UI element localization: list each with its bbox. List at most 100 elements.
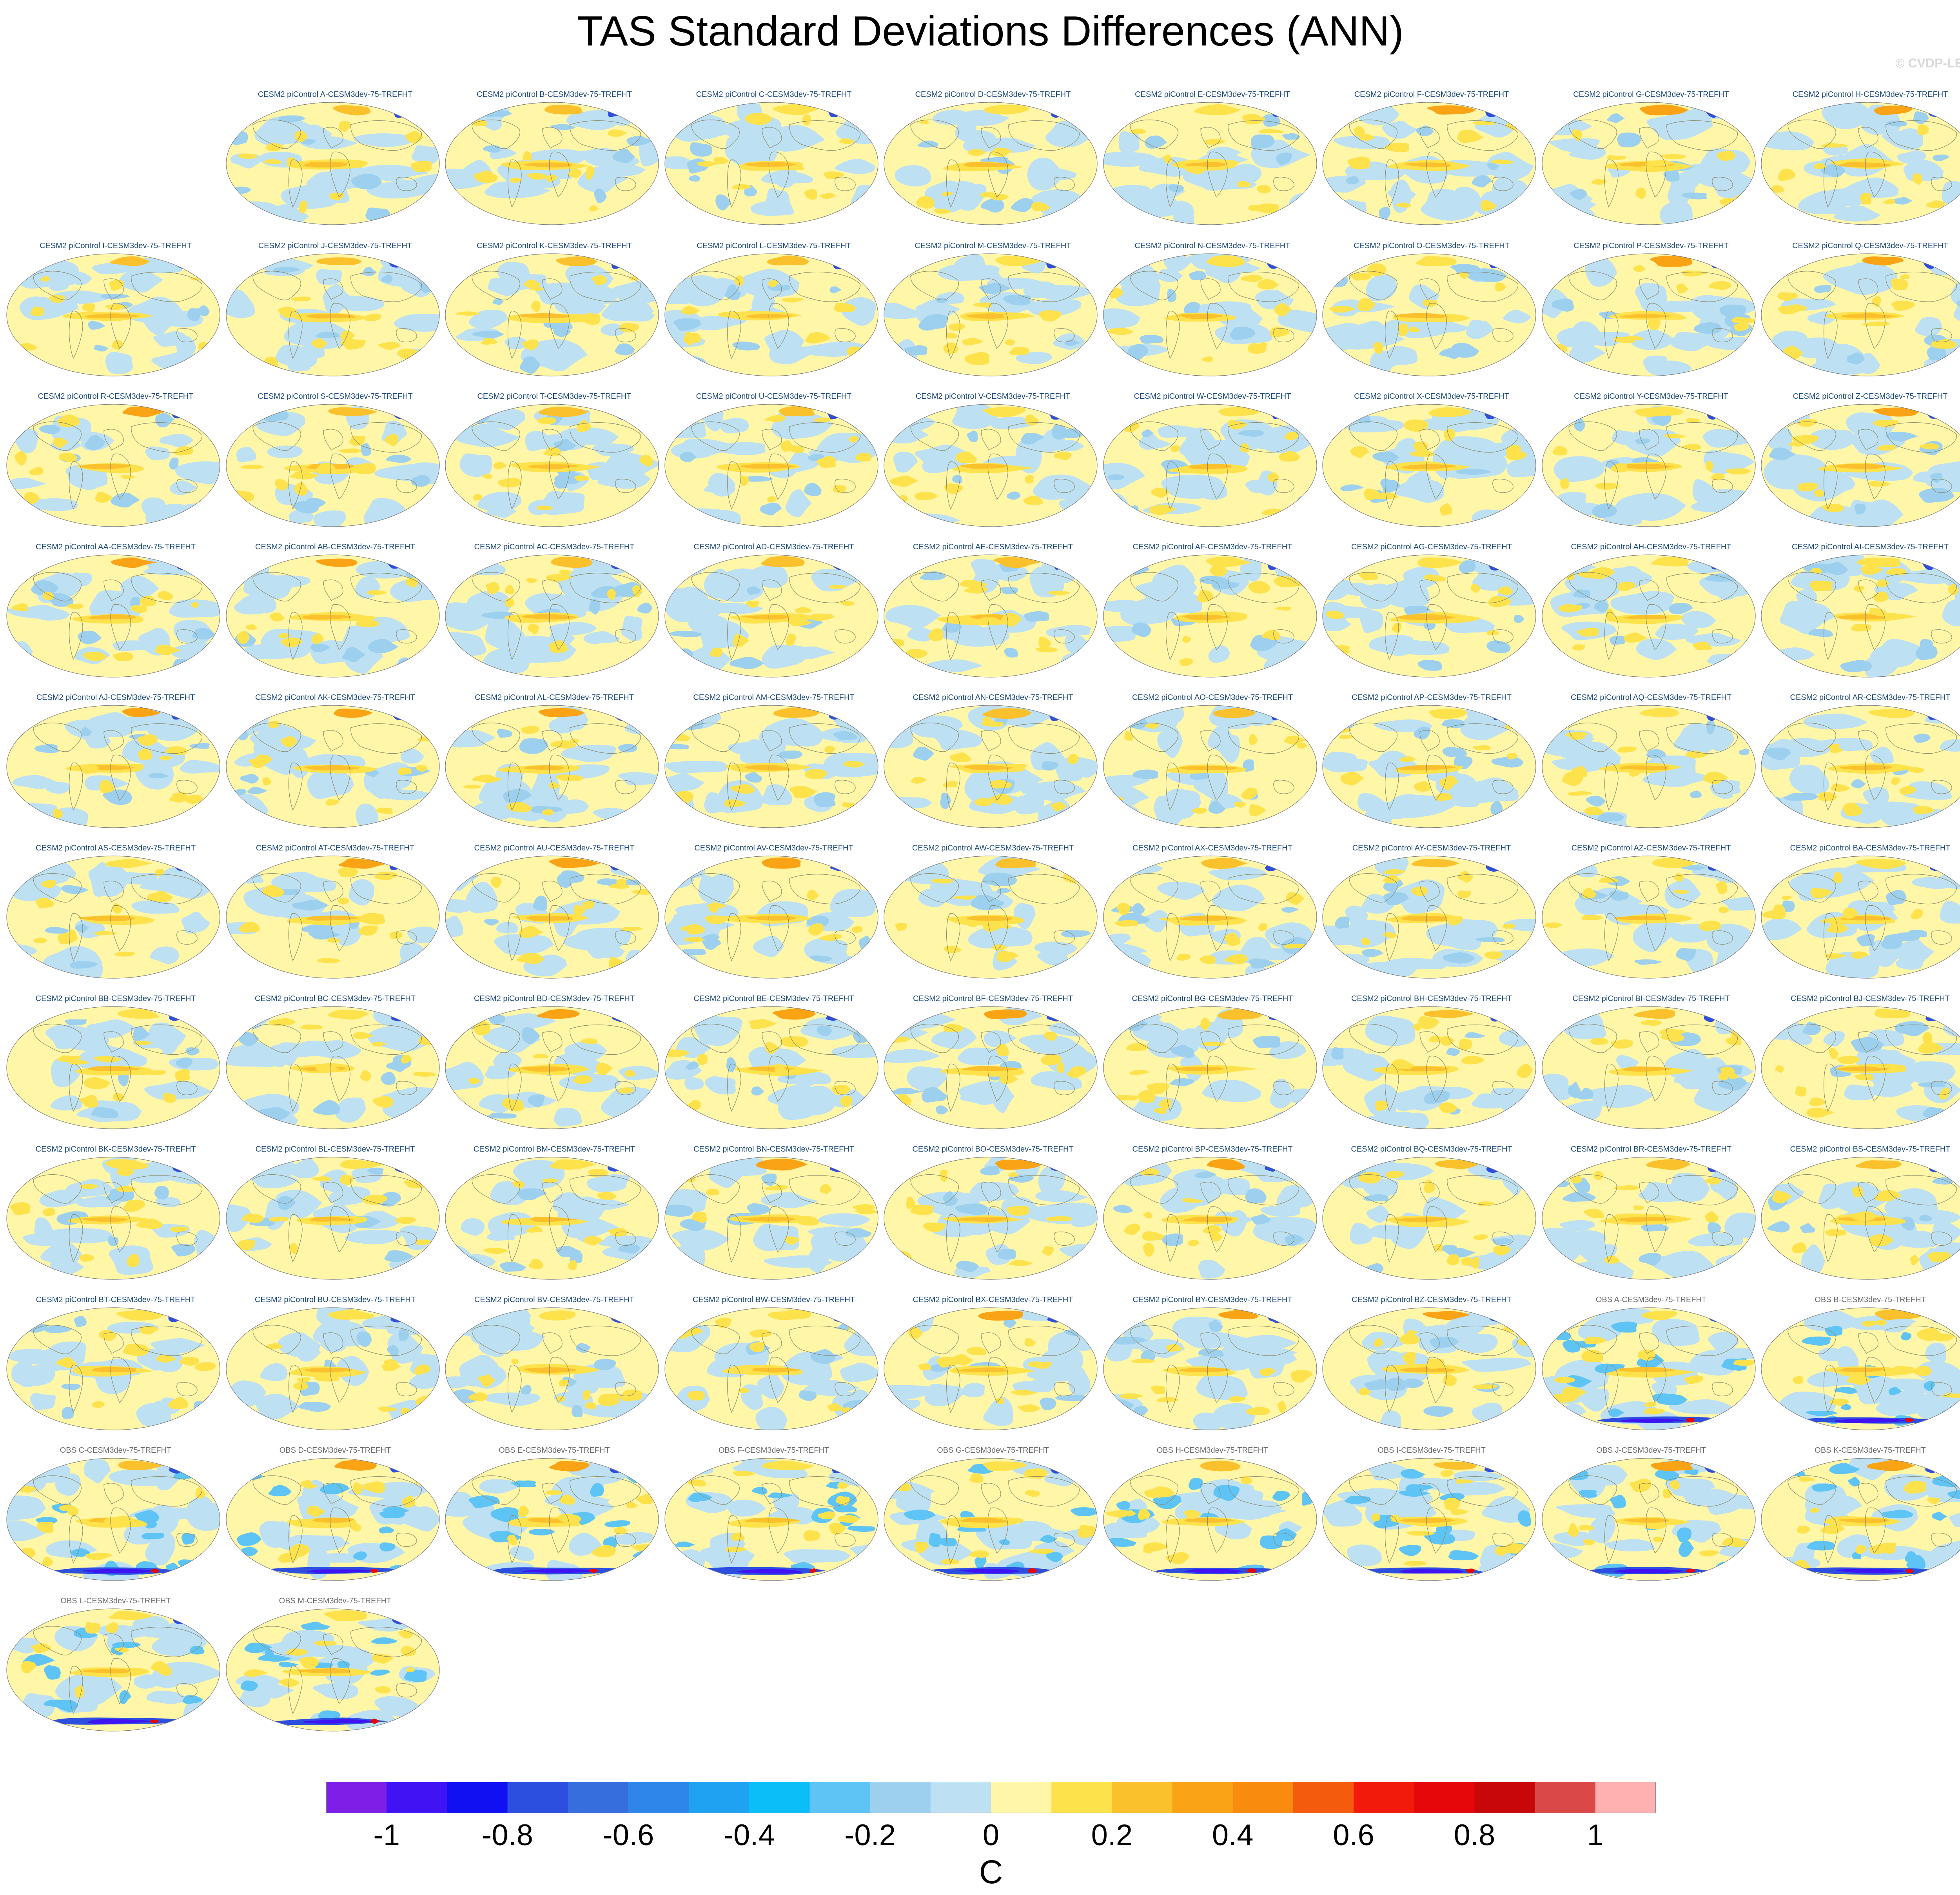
map-panel: OBS A-CESM3dev-75-TREFHT (1541, 1294, 1756, 1432)
world-map (1103, 705, 1317, 828)
colorbar-swatch (1293, 1782, 1354, 1813)
world-map (6, 253, 220, 376)
world-map (1103, 1307, 1317, 1430)
colorbar-swatch (689, 1782, 750, 1813)
map-panel: OBS D-CESM3dev-75-TREFHT (225, 1444, 440, 1582)
map-panel-title: CESM2 piControl AC-CESM3dev-75-TREFHT (474, 543, 635, 551)
world-map (664, 1458, 878, 1581)
map-panel: CESM2 piControl AY-CESM3dev-75-TREFHT (1322, 842, 1537, 980)
world-map (1322, 102, 1536, 225)
world-map (1322, 705, 1536, 828)
world-map (664, 1157, 878, 1280)
world-map (884, 253, 1098, 376)
map-panel: CESM2 piControl T-CESM3dev-75-TREFHT (445, 391, 659, 529)
map-panel: CESM2 piControl AL-CESM3dev-75-TREFHT (445, 692, 659, 830)
world-map (226, 1608, 440, 1731)
world-map (884, 1458, 1098, 1581)
map-panel-title: CESM2 piControl H-CESM3dev-75-TREFHT (1792, 90, 1948, 99)
colorbar-swatch (930, 1782, 991, 1813)
colorbar-swatch (870, 1782, 931, 1813)
map-panel-title: CESM2 piControl BM-CESM3dev-75-TREFHT (473, 1145, 635, 1154)
world-map (1322, 404, 1536, 527)
map-panel: CESM2 piControl AN-CESM3dev-75-TREFHT (883, 692, 1098, 830)
map-panel: CESM2 piControl AR-CESM3dev-75-TREFHT (1760, 692, 1960, 830)
colorbar-swatch (1172, 1782, 1233, 1813)
map-panel-title: CESM2 piControl BW-CESM3dev-75-TREFHT (692, 1295, 855, 1304)
map-panel-title: CESM2 piControl AY-CESM3dev-75-TREFHT (1352, 844, 1511, 852)
world-map (226, 1458, 440, 1581)
map-panel: CESM2 piControl BZ-CESM3dev-75-TREFHT (1322, 1294, 1537, 1432)
world-map (1542, 253, 1756, 376)
map-panel: OBS M-CESM3dev-75-TREFHT (225, 1595, 440, 1733)
map-panel-title: CESM2 piControl P-CESM3dev-75-TREFHT (1573, 242, 1729, 250)
world-map (664, 253, 878, 376)
map-panel-title: CESM2 piControl Z-CESM3dev-75-TREFHT (1793, 392, 1948, 401)
world-map (6, 856, 220, 979)
map-panel-title: CESM2 piControl U-CESM3dev-75-TREFHT (696, 392, 852, 401)
map-panel-title: CESM2 piControl AB-CESM3dev-75-TREFHT (255, 543, 415, 551)
map-panel-title: CESM2 piControl K-CESM3dev-75-TREFHT (477, 242, 632, 250)
map-panel: CESM2 piControl AG-CESM3dev-75-TREFHT (1322, 541, 1537, 679)
colorbar-tick-label: 0.2 (1091, 1819, 1133, 1852)
map-panel-title: CESM2 piControl BO-CESM3dev-75-TREFHT (912, 1145, 1074, 1154)
colorbar-swatch (1051, 1782, 1112, 1813)
map-panel-title: OBS D-CESM3dev-75-TREFHT (279, 1446, 391, 1455)
map-panel-title: CESM2 piControl AO-CESM3dev-75-TREFHT (1132, 693, 1293, 702)
map-panel: OBS I-CESM3dev-75-TREFHT (1322, 1444, 1537, 1582)
map-panel: CESM2 piControl BW-CESM3dev-75-TREFHT (664, 1294, 879, 1432)
map-panel-title: OBS E-CESM3dev-75-TREFHT (499, 1446, 610, 1455)
map-panel: CESM2 piControl N-CESM3dev-75-TREFHT (1103, 240, 1318, 378)
colorbar-swatch (1112, 1782, 1173, 1813)
map-panel: CESM2 piControl I-CESM3dev-75-TREFHT (6, 240, 221, 378)
map-panel-title: CESM2 piControl BB-CESM3dev-75-TREFHT (35, 994, 196, 1003)
world-map (226, 253, 440, 376)
world-map (6, 1157, 220, 1280)
map-panel: CESM2 piControl AC-CESM3dev-75-TREFHT (445, 541, 659, 679)
world-map (226, 404, 440, 527)
map-panel: CESM2 piControl BK-CESM3dev-75-TREFHT (6, 1143, 221, 1281)
world-map (1761, 856, 1960, 979)
map-panel-title: CESM2 piControl BH-CESM3dev-75-TREFHT (1351, 994, 1512, 1003)
map-panel-title: CESM2 piControl Y-CESM3dev-75-TREFHT (1574, 392, 1728, 401)
map-panel-title: CESM2 piControl AS-CESM3dev-75-TREFHT (36, 844, 196, 852)
map-panel: CESM2 piControl E-CESM3dev-75-TREFHT (1103, 89, 1318, 227)
colorbar-tick-label: 1 (1587, 1819, 1604, 1852)
map-panel-title: CESM2 piControl AP-CESM3dev-75-TREFHT (1352, 693, 1512, 702)
map-panel-title: CESM2 piControl BZ-CESM3dev-75-TREFHT (1352, 1295, 1512, 1304)
map-panel: OBS L-CESM3dev-75-TREFHT (6, 1595, 221, 1733)
map-panel: CESM2 piControl V-CESM3dev-75-TREFHT (883, 391, 1098, 529)
map-panel-title: CESM2 piControl V-CESM3dev-75-TREFHT (915, 392, 1071, 401)
world-map (1761, 705, 1960, 828)
map-panel-title: CESM2 piControl AF-CESM3dev-75-TREFHT (1132, 543, 1292, 551)
world-map (1542, 705, 1756, 828)
colorbar-swatch (809, 1782, 871, 1813)
world-map (1761, 253, 1960, 376)
map-panel-title: CESM2 piControl BG-CESM3dev-75-TREFHT (1132, 994, 1293, 1003)
map-panel-title: CESM2 piControl BL-CESM3dev-75-TREFHT (255, 1145, 415, 1154)
map-panel: CESM2 piControl R-CESM3dev-75-TREFHT (6, 391, 221, 529)
page-title: TAS Standard Deviations Differences (ANN… (577, 7, 1404, 55)
map-panel: CESM2 piControl AK-CESM3dev-75-TREFHT (225, 692, 440, 830)
map-panel: CESM2 piControl BP-CESM3dev-75-TREFHT (1103, 1143, 1318, 1281)
map-panel-title: CESM2 piControl BV-CESM3dev-75-TREFHT (474, 1295, 634, 1304)
colorbar-swatch (749, 1782, 810, 1813)
map-panel: CESM2 piControl U-CESM3dev-75-TREFHT (664, 391, 879, 529)
map-panel: CESM2 piControl BI-CESM3dev-75-TREFHT (1541, 993, 1756, 1131)
colorbar-swatch (568, 1782, 629, 1813)
world-map (1103, 253, 1317, 376)
map-panel: CESM2 piControl P-CESM3dev-75-TREFHT (1541, 240, 1756, 378)
map-panel-title: CESM2 piControl BU-CESM3dev-75-TREFHT (254, 1295, 416, 1304)
world-map (1103, 856, 1317, 979)
map-panel-title: CESM2 piControl AD-CESM3dev-75-TREFHT (693, 543, 854, 551)
map-panel: CESM2 piControl AH-CESM3dev-75-TREFHT (1541, 541, 1756, 679)
map-panel: CESM2 piControl O-CESM3dev-75-TREFHT (1322, 240, 1537, 378)
world-map (664, 1006, 878, 1129)
map-panel: CESM2 piControl BQ-CESM3dev-75-TREFHT (1322, 1143, 1537, 1281)
map-panel-title: OBS C-CESM3dev-75-TREFHT (60, 1446, 172, 1455)
map-panel-title: CESM2 piControl D-CESM3dev-75-TREFHT (915, 90, 1071, 99)
map-panel-title: CESM2 piControl BC-CESM3dev-75-TREFHT (254, 994, 416, 1003)
colorbar (326, 1782, 1656, 1813)
colorbar-swatch (1232, 1782, 1294, 1813)
map-panel: CESM2 piControl BY-CESM3dev-75-TREFHT (1103, 1294, 1318, 1432)
map-panel: CESM2 piControl BL-CESM3dev-75-TREFHT (225, 1143, 440, 1281)
